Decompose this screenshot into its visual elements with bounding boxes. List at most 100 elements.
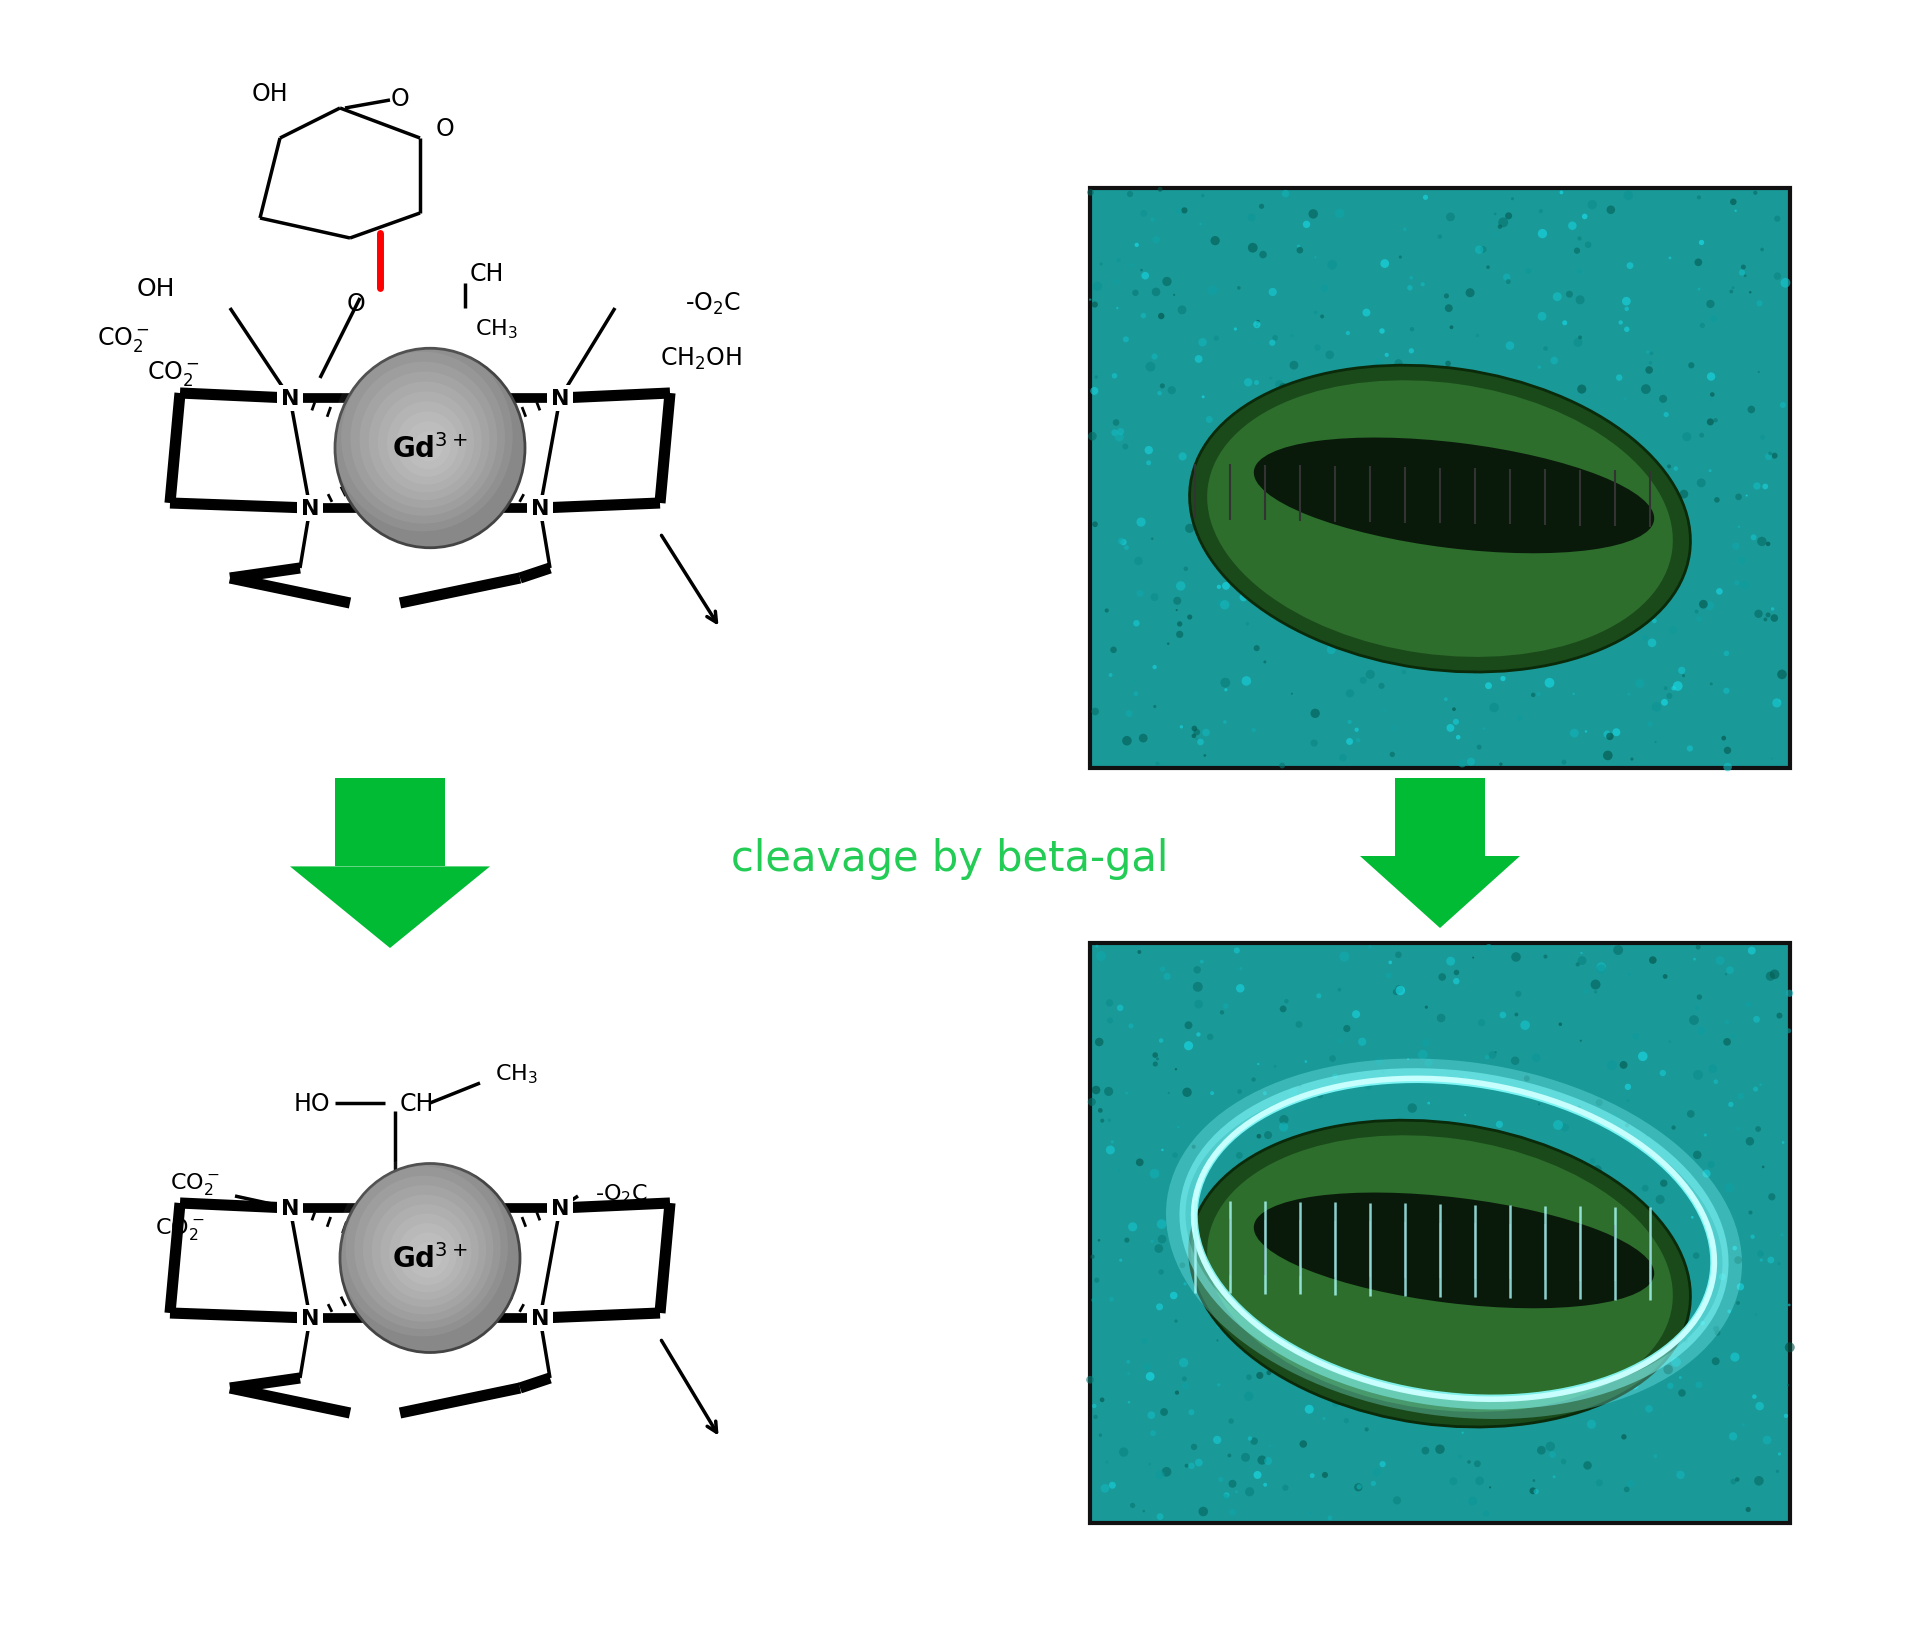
Circle shape [1421,1447,1429,1455]
Circle shape [1697,196,1700,201]
Circle shape [1386,424,1388,425]
Circle shape [1689,1015,1699,1025]
Circle shape [1454,719,1459,725]
Ellipse shape [361,372,490,509]
Circle shape [1180,725,1184,728]
Circle shape [1596,1480,1602,1486]
Circle shape [1566,407,1567,409]
Circle shape [1257,1220,1265,1226]
Circle shape [1658,1280,1660,1284]
Circle shape [1153,237,1161,244]
Circle shape [1450,326,1454,330]
Circle shape [1753,1017,1760,1023]
Circle shape [1492,1381,1494,1384]
Circle shape [1517,1243,1521,1246]
Circle shape [1444,295,1450,300]
Text: N: N [281,389,299,409]
Circle shape [1274,475,1282,483]
Circle shape [1512,562,1515,567]
Circle shape [1201,194,1205,198]
Circle shape [1444,305,1452,313]
Circle shape [1602,751,1612,761]
Text: -O$_2$C: -O$_2$C [596,1182,648,1205]
Circle shape [1180,1262,1186,1269]
Circle shape [1467,606,1473,613]
Circle shape [1240,967,1242,971]
Circle shape [1436,646,1440,649]
Circle shape [1529,1488,1537,1495]
Circle shape [1111,648,1116,654]
Circle shape [1546,1201,1550,1205]
Circle shape [1741,1424,1745,1427]
Circle shape [1380,1325,1384,1328]
Circle shape [1282,1485,1288,1491]
Circle shape [1375,1345,1384,1355]
Circle shape [1552,1475,1556,1478]
Circle shape [1687,747,1693,751]
Circle shape [1726,974,1727,976]
Circle shape [1552,293,1562,302]
Circle shape [1163,974,1170,981]
Circle shape [1315,1238,1325,1246]
Circle shape [1467,1496,1477,1506]
Polygon shape [1359,857,1519,928]
Circle shape [1461,377,1471,387]
Circle shape [1193,730,1199,737]
Circle shape [1550,358,1558,366]
Circle shape [1136,1159,1143,1167]
Circle shape [1107,1145,1114,1155]
Circle shape [1288,1088,1298,1098]
Circle shape [1311,740,1317,747]
Circle shape [1498,226,1502,229]
Circle shape [1467,1460,1471,1463]
Circle shape [1298,1162,1307,1172]
Circle shape [1621,1434,1627,1440]
Circle shape [1787,1304,1791,1307]
Circle shape [1282,377,1284,379]
Circle shape [1517,715,1523,722]
Circle shape [1346,738,1353,745]
Circle shape [1315,344,1321,351]
Circle shape [1756,1251,1764,1257]
Circle shape [1091,1254,1095,1259]
Circle shape [1643,1185,1648,1192]
Circle shape [1192,1444,1197,1450]
Circle shape [1772,699,1781,709]
Circle shape [1677,667,1685,674]
Circle shape [1485,944,1492,951]
Circle shape [1193,1000,1203,1009]
Circle shape [1483,1511,1488,1516]
Text: OH: OH [253,82,289,105]
Circle shape [1754,1402,1764,1411]
Circle shape [1134,621,1139,628]
Circle shape [1699,433,1704,438]
Circle shape [1184,1463,1188,1468]
Text: CH$_3$: CH$_3$ [495,1061,538,1084]
Circle shape [1375,1058,1382,1066]
Circle shape [1172,1152,1178,1159]
Circle shape [1205,417,1213,424]
Circle shape [1465,534,1469,539]
Circle shape [1340,953,1350,962]
Circle shape [1380,260,1390,269]
Circle shape [1517,1360,1523,1368]
Circle shape [1506,213,1512,221]
Circle shape [1228,1454,1232,1457]
Text: CH$_3$: CH$_3$ [474,316,519,341]
Circle shape [1635,1231,1637,1233]
Circle shape [1512,1056,1519,1065]
Circle shape [1340,755,1348,761]
Circle shape [1660,1070,1666,1076]
Circle shape [1714,498,1720,503]
Circle shape [1269,1444,1272,1447]
Circle shape [1161,1407,1168,1416]
Circle shape [1708,1162,1714,1168]
Circle shape [1128,1023,1134,1028]
Circle shape [1754,1477,1764,1486]
Circle shape [1357,1038,1367,1046]
Circle shape [1157,1220,1166,1229]
Circle shape [1623,399,1627,400]
Circle shape [1147,1411,1155,1419]
Circle shape [1184,1282,1186,1285]
Circle shape [1533,1480,1535,1482]
